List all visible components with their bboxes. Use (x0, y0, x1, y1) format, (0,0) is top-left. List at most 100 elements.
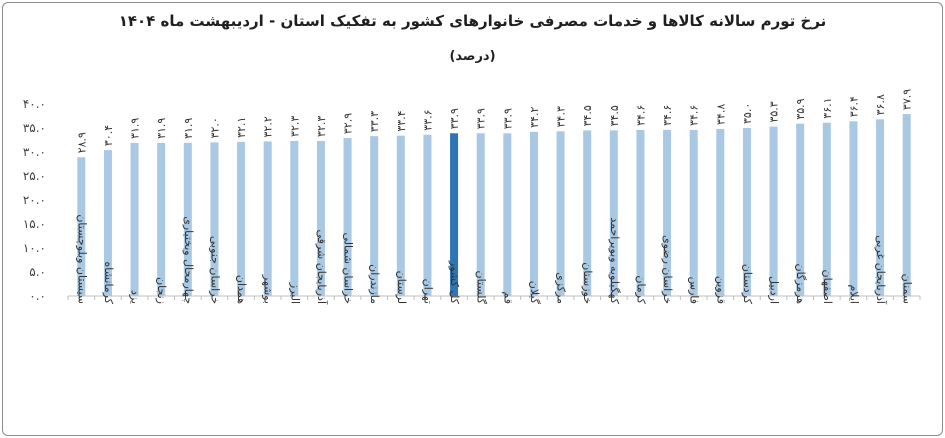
category-label: هرمزگان (794, 264, 807, 305)
data-label: ۳۴.۶ (688, 105, 701, 126)
data-label: ۳۳.۹ (448, 108, 461, 129)
data-label: ۳۵.۳ (768, 101, 781, 122)
bar (370, 136, 379, 296)
y-tick-label: ۵.۰ (29, 265, 46, 279)
category-label: کهگیلویه وبویراحمد (608, 217, 621, 304)
category-label: کرمان (634, 275, 647, 304)
data-label: ۳۵.۰ (741, 103, 754, 124)
bar (183, 142, 192, 296)
y-tick-label: ۱۵.۰ (23, 217, 46, 231)
category-label: زنجان (155, 277, 168, 304)
bar (343, 138, 352, 296)
category-label: البرز (288, 282, 301, 304)
category-label: آذربایجان غربی (874, 235, 888, 305)
data-label: ۳۲.۳ (315, 116, 328, 137)
bar (556, 131, 565, 296)
y-tick-label: ۱۰.۰ (23, 241, 46, 255)
chart-title: نرخ تورم سالانه کالاها و خدمات مصرفی خان… (118, 12, 827, 30)
bar (583, 130, 592, 296)
category-label: مازندران (368, 264, 381, 304)
category-label: آذربایجان شرقی (315, 230, 329, 305)
bar (237, 141, 246, 296)
data-label: ۳۷.۹ (901, 89, 914, 110)
bar (529, 131, 538, 296)
bar (609, 130, 618, 296)
data-label: ۳۴.۳ (555, 106, 568, 127)
category-label: ایلام (847, 285, 860, 305)
bar (423, 134, 432, 296)
category-label: سیستان وبلوچستان (75, 214, 88, 304)
data-label: ۳۳.۴ (395, 110, 408, 131)
data-label: ۳۲.۳ (288, 116, 301, 137)
bar (849, 121, 858, 296)
data-label: ۳۳.۹ (501, 108, 514, 129)
category-label: خوزستان (581, 262, 594, 304)
bar (796, 123, 805, 297)
data-label: ۳۲.۲ (262, 116, 275, 137)
data-label: ۳۲.۱ (235, 117, 248, 138)
category-label: کرمانشاه (102, 261, 115, 304)
category-label: همدان (235, 275, 248, 304)
category-label: خراسان شمالی (342, 232, 355, 304)
bar (503, 133, 512, 296)
bar (450, 133, 459, 296)
data-label: ۳۰.۴ (102, 125, 115, 146)
bar (130, 142, 139, 296)
category-label: بوشهر (262, 274, 275, 304)
data-label: ۳۱.۹ (155, 118, 168, 139)
data-label: ۳۵.۹ (794, 98, 807, 119)
bar (103, 150, 112, 296)
y-tick-label: ۳۰.۰ (23, 145, 46, 159)
data-label: ۳۴.۵ (581, 105, 594, 126)
bar (263, 141, 272, 296)
data-label: ۳۶.۱ (821, 97, 834, 118)
data-label: ۳۱.۹ (129, 118, 142, 139)
data-label: ۳۴.۶ (661, 105, 674, 126)
bar (689, 129, 698, 296)
data-label: ۳۶.۴ (847, 96, 860, 117)
category-label: قزوین (714, 276, 727, 304)
category-label: یزد (129, 290, 142, 304)
category-label: قم (501, 291, 514, 304)
bar (716, 128, 725, 296)
y-tick-label: ۲۵.۰ (23, 169, 46, 183)
bar (157, 142, 166, 296)
category-label: چهارمحال وبختیاری (182, 216, 195, 304)
category-label: لرستان (395, 271, 408, 304)
bar (290, 140, 299, 296)
data-label: ۲۸.۹ (75, 132, 88, 153)
bar (822, 122, 831, 296)
y-tick-label: ۲۰.۰ (23, 193, 46, 207)
category-label: فارس (688, 277, 701, 304)
data-label: ۳۱.۹ (182, 118, 195, 139)
category-label: کردستان (741, 264, 754, 305)
data-label: ۳۳.۹ (475, 108, 488, 129)
category-label: مرکزی (555, 272, 568, 304)
y-tick-label: ۴۰.۰ (23, 97, 46, 111)
data-label: ۳۶.۸ (874, 94, 887, 115)
bar (396, 135, 405, 296)
category-label: گلستان (475, 271, 488, 305)
data-label: ۳۲.۹ (342, 113, 355, 134)
data-label: ۳۴.۶ (634, 105, 647, 126)
bar (77, 157, 86, 296)
data-label: ۳۴.۸ (714, 104, 727, 125)
category-label: تهران (421, 279, 434, 304)
category-label: گیلان (528, 281, 541, 305)
chart-subtitle: (درصد) (449, 49, 496, 64)
category-label: اصفهان (821, 270, 834, 304)
bar (769, 126, 778, 296)
category-label: اردبیل (768, 276, 781, 304)
bar (476, 133, 485, 296)
data-label: ۳۴.۵ (608, 105, 621, 126)
data-label: ۳۴.۲ (528, 107, 541, 128)
y-tick-label: ۰.۰ (29, 289, 46, 303)
data-label: ۳۳.۶ (421, 109, 434, 130)
bar (902, 114, 911, 296)
bar (636, 129, 645, 296)
bar (316, 140, 325, 296)
data-label: ۳۲.۰ (208, 117, 221, 138)
bar (742, 128, 751, 296)
category-label: کل کشور (448, 260, 461, 305)
